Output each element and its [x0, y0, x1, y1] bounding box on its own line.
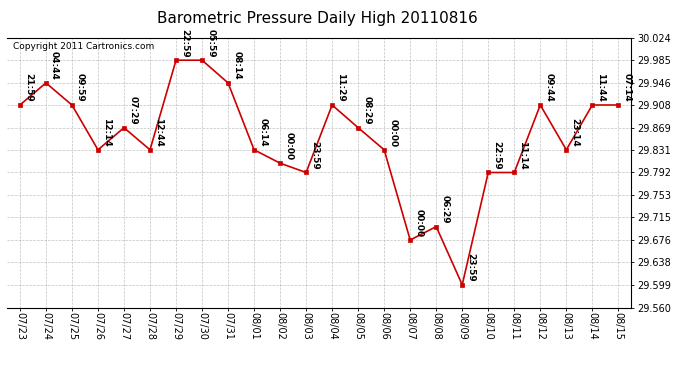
Text: 09:59: 09:59: [76, 74, 85, 102]
Text: 23:59: 23:59: [466, 253, 475, 282]
Text: 11:29: 11:29: [336, 74, 345, 102]
Text: 23:14: 23:14: [571, 118, 580, 147]
Text: 08:14: 08:14: [233, 51, 241, 80]
Text: 22:59: 22:59: [493, 141, 502, 170]
Text: 04:44: 04:44: [50, 51, 59, 80]
Text: 09:44: 09:44: [544, 74, 553, 102]
Text: 07:14: 07:14: [622, 74, 631, 102]
Text: 12:14: 12:14: [102, 118, 111, 147]
Text: 07:29: 07:29: [128, 96, 137, 125]
Text: 00:00: 00:00: [388, 119, 397, 147]
Text: 11:44: 11:44: [596, 74, 606, 102]
Text: 21:59: 21:59: [24, 74, 33, 102]
Text: 00:00: 00:00: [415, 209, 424, 237]
Text: 12:44: 12:44: [154, 118, 163, 147]
Text: 08:29: 08:29: [362, 96, 371, 125]
Text: Barometric Pressure Daily High 20110816: Barometric Pressure Daily High 20110816: [157, 11, 477, 26]
Text: 05:59: 05:59: [206, 29, 215, 57]
Text: Copyright 2011 Cartronics.com: Copyright 2011 Cartronics.com: [13, 42, 155, 51]
Text: 06:14: 06:14: [258, 118, 267, 147]
Text: 06:29: 06:29: [440, 195, 449, 224]
Text: 11:14: 11:14: [518, 141, 527, 170]
Text: 00:00: 00:00: [284, 132, 293, 160]
Text: 23:59: 23:59: [310, 141, 319, 170]
Text: 22:59: 22:59: [180, 28, 189, 57]
